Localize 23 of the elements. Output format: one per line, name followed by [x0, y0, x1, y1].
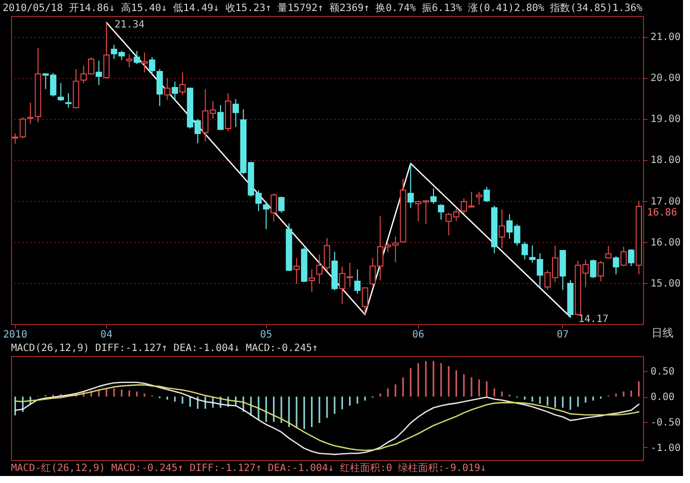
text: MACD-红(26,12,9) MACD:-0.245↑ DIFF:-1.127↑ DEA:-1.004↓ 红柱面积:0 绿柱面积:-9.019↓ — [11, 462, 486, 474]
chart-title: MACD(26,12,9) DIFF:-1.127↑ DEA:-1.004↓ MACD:-0.245↑ — [11, 343, 318, 354]
y-tick-label: 18.00 — [650, 155, 681, 166]
x-tick-label: 2010 — [3, 330, 28, 340]
y-tick-label: 0.50 — [650, 366, 675, 378]
x-axis-title: 日线 — [652, 326, 674, 340]
y-tick-label: -0.50 — [650, 417, 681, 428]
y-tick-label: 17.00 — [650, 196, 681, 208]
chart-title: 2010/05/18 开14.86↓ 高15.40↓ 低14.49↓ 收15.23↑ 量15792↑ 额2369↑ 换0.74% 振6.13% 涨(0.41)2.80% 指数(34.85)1.36% — [2, 2, 642, 14]
text: 16.86 — [647, 208, 678, 219]
x-tick-label: 05 — [260, 330, 272, 340]
annotation: 21.34 — [114, 20, 145, 31]
annotation: 14.17 — [578, 314, 608, 326]
y-tick-label: 20.00 — [650, 73, 681, 84]
y-tick-label: 0.00 — [650, 392, 675, 404]
x-tick-label: 06 — [412, 330, 424, 340]
y-tick-label: -1.00 — [650, 442, 681, 454]
y-tick-label: 15.00 — [650, 278, 681, 290]
y-tick-label: 16.00 — [650, 237, 681, 248]
x-tick-label: 04 — [100, 330, 112, 340]
y-tick-label: 19.00 — [650, 114, 681, 126]
y-tick-label: 21.00 — [650, 32, 681, 44]
x-tick-label: 07 — [556, 330, 569, 340]
